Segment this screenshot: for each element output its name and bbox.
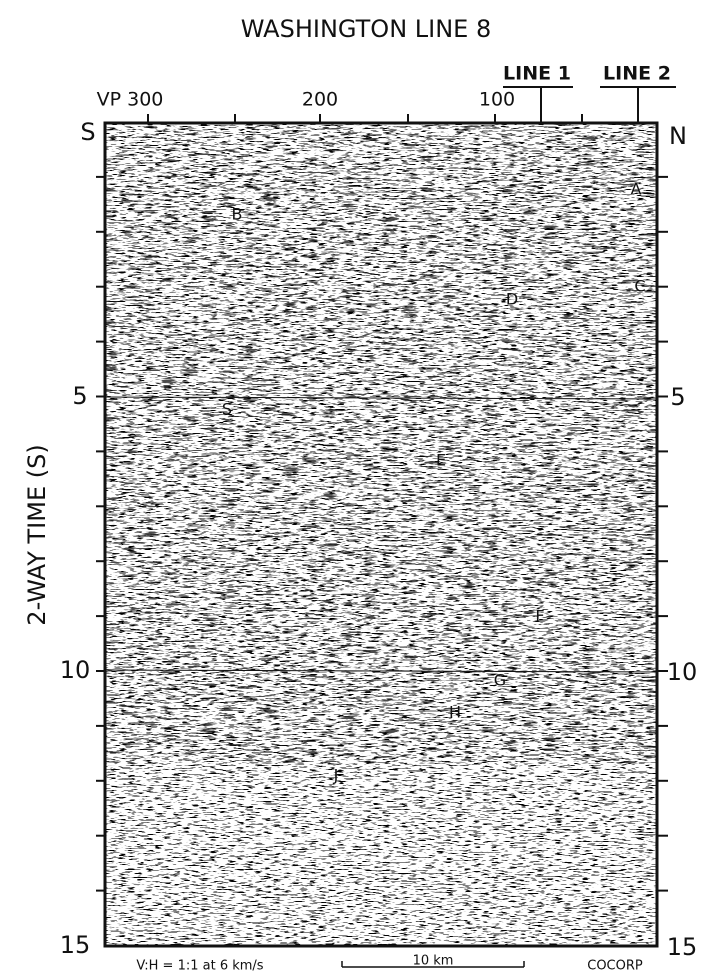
vp-label: 100 bbox=[479, 89, 515, 111]
figure-title: WASHINGTON LINE 8 bbox=[241, 15, 492, 43]
plot-frame bbox=[103, 121, 659, 948]
y-tick-label: 5 bbox=[72, 382, 87, 410]
seismic-section bbox=[106, 124, 656, 945]
annotations: A B C D S E F G H J bbox=[222, 180, 646, 785]
horizon-lines bbox=[105, 396, 657, 673]
y-tick-label: 10 bbox=[667, 658, 698, 686]
annotation: D bbox=[506, 290, 518, 309]
y-tick-label: 5 bbox=[670, 383, 685, 411]
annotation: B bbox=[232, 205, 243, 224]
end-label: S bbox=[80, 118, 95, 146]
y-tick-label: 10 bbox=[60, 656, 91, 684]
line-label: LINE 2 bbox=[603, 63, 671, 85]
annotation: E bbox=[436, 451, 446, 470]
scale-ratio: V:H = 1:1 at 6 km/s bbox=[136, 959, 263, 974]
annotation: C bbox=[634, 277, 645, 296]
y-axis-label: 2-WAY TIME (S) bbox=[23, 444, 51, 625]
ticks bbox=[96, 114, 668, 892]
y-tick-label: 15 bbox=[60, 931, 91, 959]
scale-bar bbox=[341, 961, 525, 968]
y-tick-label: 15 bbox=[667, 933, 698, 961]
credit: COCORP bbox=[587, 959, 643, 974]
annotation: S bbox=[222, 400, 232, 419]
annotation: G bbox=[494, 671, 506, 690]
line-label: LINE 1 bbox=[503, 63, 571, 85]
line-markers bbox=[503, 86, 676, 123]
vp-label: 200 bbox=[302, 89, 338, 111]
annotation: J bbox=[333, 766, 339, 785]
vp-label: VP 300 bbox=[97, 89, 164, 111]
annotation: F bbox=[535, 607, 544, 626]
annotation: A bbox=[631, 180, 642, 199]
scale-label: 10 km bbox=[413, 954, 454, 969]
end-label: N bbox=[669, 122, 687, 150]
annotation: H bbox=[449, 703, 461, 722]
